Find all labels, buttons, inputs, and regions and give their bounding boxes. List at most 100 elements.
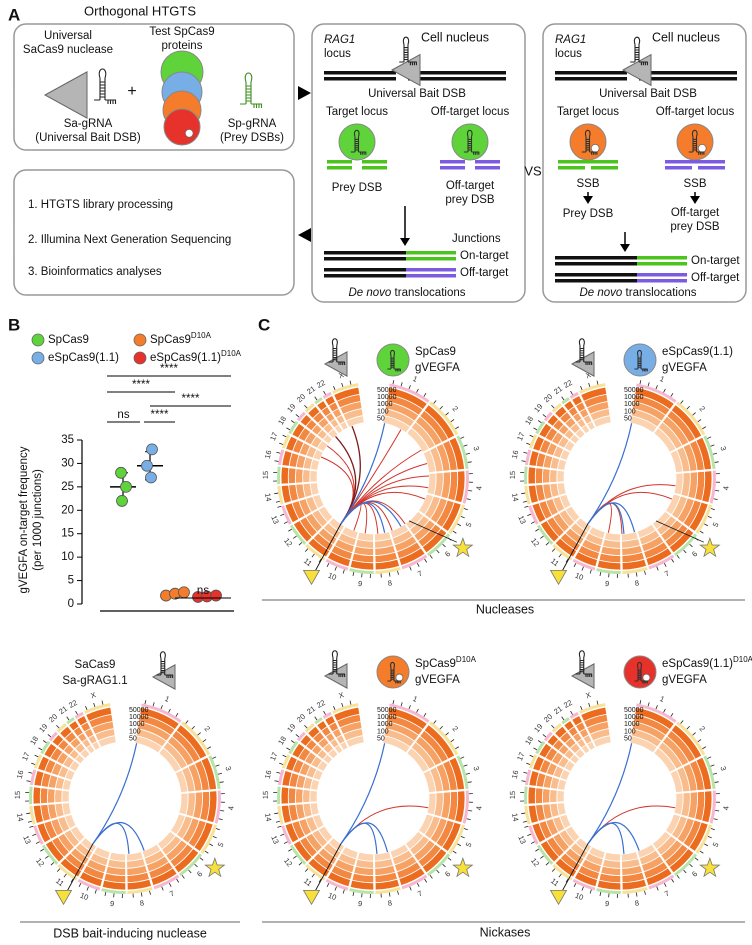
plot-title: SpCas9 xyxy=(415,346,456,358)
circos-tick xyxy=(581,566,584,571)
nickase-mutation xyxy=(642,673,651,682)
grna-icon xyxy=(630,36,648,66)
circos-band xyxy=(645,547,673,567)
circos-band xyxy=(307,405,321,419)
circos-tick xyxy=(526,442,531,445)
chromosome-label: 9 xyxy=(357,899,362,908)
circos-tick xyxy=(70,878,74,883)
scale-label: 50000 xyxy=(377,387,397,394)
circos-band xyxy=(596,879,622,891)
cytoband-ring xyxy=(579,703,606,714)
circos-tick xyxy=(304,868,309,872)
circos-tick xyxy=(202,739,207,743)
scale-label: 10000 xyxy=(624,714,644,721)
circos-tick xyxy=(188,869,192,874)
chromosome-label: 10 xyxy=(574,571,585,583)
bait-line xyxy=(67,843,94,891)
circos-band xyxy=(139,706,180,731)
translocations-label-part: translocations xyxy=(391,287,465,299)
panel-box xyxy=(542,23,747,303)
scale-label: 10000 xyxy=(129,714,149,721)
circos-tick xyxy=(551,548,556,552)
cytoband-ring xyxy=(709,790,716,824)
circos-tick xyxy=(288,848,292,852)
circos-tick xyxy=(101,700,104,705)
chromosome-label: 14 xyxy=(263,492,273,502)
circos-tick xyxy=(274,812,279,815)
circos-tick xyxy=(152,702,155,707)
locus-label: locus xyxy=(324,48,351,60)
circos-tick xyxy=(314,396,318,401)
chromosome-label: 2 xyxy=(202,724,212,733)
circos-tick xyxy=(409,566,412,571)
circos-tick xyxy=(707,756,712,759)
cytoband-ring xyxy=(673,853,698,877)
circos-band xyxy=(200,756,218,791)
circos-tick xyxy=(647,702,650,707)
circos-tick xyxy=(663,562,667,567)
dna-strand xyxy=(324,257,406,261)
legend-swatch xyxy=(31,351,45,365)
y-tick-label: 25 xyxy=(61,481,74,493)
y-tick-label: 15 xyxy=(61,528,74,540)
circos-band xyxy=(374,558,401,571)
circos-band xyxy=(688,501,709,533)
chromosome-label: 13 xyxy=(269,834,281,845)
circos-tick xyxy=(545,862,550,866)
circos-tick xyxy=(397,570,399,575)
bait-marker xyxy=(54,889,73,906)
cytoband-ring xyxy=(622,567,648,574)
chromosome-label: 13 xyxy=(516,514,528,525)
chromosome-label: 9 xyxy=(604,579,609,588)
chromosome-label: 5 xyxy=(711,841,721,849)
circos-band xyxy=(527,484,539,504)
circos-tick xyxy=(527,833,532,836)
y-tick-label: 5 xyxy=(68,575,74,587)
grna-icon xyxy=(350,129,367,155)
cytoband-ring xyxy=(349,568,374,574)
circos-tick xyxy=(596,700,599,705)
target-star xyxy=(204,856,226,878)
chromosome-label: 2 xyxy=(697,724,707,733)
cytoband-ring xyxy=(429,401,459,436)
circos-tick xyxy=(599,571,602,577)
circos-tick xyxy=(424,558,428,563)
data-point xyxy=(178,586,190,599)
circos-tick xyxy=(93,702,96,707)
chromosome-label: 4 xyxy=(721,486,730,491)
circos-tick xyxy=(86,886,89,891)
chromosome-label: 8 xyxy=(387,898,393,908)
circos-tick xyxy=(712,452,717,455)
circos-band xyxy=(78,871,104,888)
scale-label: 10000 xyxy=(624,394,644,401)
circos-tick xyxy=(352,891,355,897)
chromosome-label: 3 xyxy=(471,765,481,771)
circos-tick xyxy=(565,878,569,883)
circos-tick xyxy=(581,886,584,891)
dna-strand xyxy=(406,251,456,255)
circos-tick xyxy=(529,434,534,438)
circos-band xyxy=(280,484,292,504)
circos-tick xyxy=(702,746,707,750)
chromosome-label: 1 xyxy=(411,694,418,704)
y-tick-label: 30 xyxy=(61,457,74,469)
circos-tick xyxy=(274,460,279,462)
circos-tick xyxy=(445,732,449,736)
circos-tick xyxy=(416,708,419,713)
circos-tick xyxy=(704,523,709,527)
circos-tick xyxy=(466,498,471,500)
circos-tick xyxy=(526,762,531,765)
cytoband-ring xyxy=(401,554,428,570)
circos-tick xyxy=(588,382,591,387)
circos-band xyxy=(285,435,299,452)
circos-band xyxy=(634,706,675,731)
cytoband-ring xyxy=(528,754,538,769)
cytoband-ring xyxy=(277,466,281,485)
circos-band xyxy=(307,857,331,878)
off-prey-label: prey DSB xyxy=(670,221,720,233)
circos-tick xyxy=(56,868,61,872)
cytoband-ring xyxy=(77,878,101,891)
circos-tick xyxy=(293,535,297,539)
legend-label-part: D10A xyxy=(221,349,242,358)
cytoband-ring xyxy=(277,769,285,786)
